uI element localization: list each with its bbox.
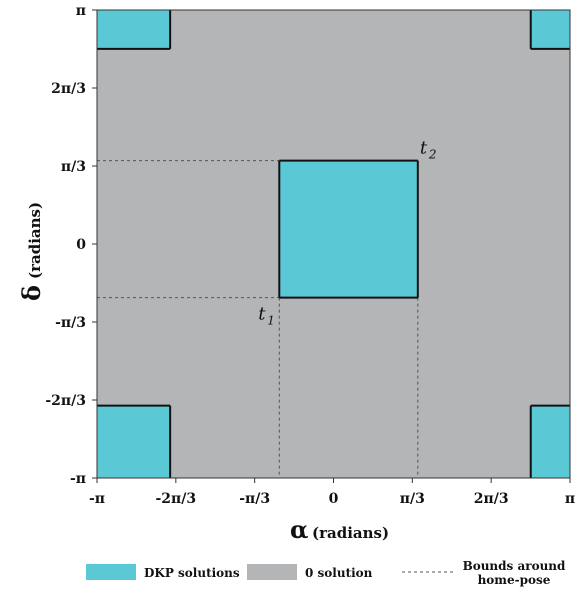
dkp-solution-region: [530, 405, 570, 478]
x-axis-ticks: -π -2π/3 -π/3 0 π/3 2π/3 π: [89, 478, 575, 507]
y-axis-label: δ (radians): [17, 202, 46, 301]
y-axis-unit: (radians): [26, 202, 44, 279]
x-tick-label: 0: [329, 491, 339, 507]
y-tick-label: -π: [70, 471, 86, 487]
x-axis-unit: (radians): [312, 524, 389, 542]
legend-swatch-zero: [247, 564, 297, 580]
y-axis-symbol: δ: [17, 285, 46, 301]
legend-label-bounds: home-pose: [478, 573, 551, 587]
y-tick-label: π/3: [61, 159, 86, 175]
x-tick-label: -2π/3: [156, 491, 197, 507]
dkp-solution-region: [97, 405, 171, 478]
plot-area: t 2t 1: [96, 9, 571, 479]
annotation-t1-label: t: [258, 304, 266, 325]
legend-swatch-dkp: [86, 564, 136, 580]
x-tick-label: -π: [89, 491, 105, 507]
legend: DKP solutions 0 solution Bounds aroundhome…: [86, 559, 566, 587]
x-tick-label: -π/3: [239, 491, 270, 507]
x-tick-label: π: [565, 491, 575, 507]
x-tick-label: 2π/3: [474, 491, 509, 507]
legend-label-zero: 0 solution: [305, 566, 373, 580]
x-axis-symbol: α: [290, 515, 308, 544]
y-tick-label: -π/3: [55, 315, 86, 331]
y-axis-ticks: -π -2π/3 -π/3 0 π/3 2π/3 π: [45, 3, 97, 487]
x-tick-label: π/3: [400, 491, 425, 507]
dkp-solution-region: [279, 160, 418, 298]
annotation-t2-subscript: 2: [428, 148, 437, 162]
annotation-t2-label: t: [420, 138, 428, 159]
dkp-solution-region: [97, 10, 171, 49]
legend-label-bounds: Bounds around: [463, 559, 566, 573]
dkp-solution-region: [530, 10, 570, 49]
annotation-t1-subscript: 1: [267, 314, 275, 328]
y-tick-label: -2π/3: [45, 393, 86, 409]
y-tick-label: π: [76, 3, 86, 19]
y-tick-label: 0: [76, 237, 86, 253]
legend-label-dkp: DKP solutions: [144, 566, 240, 580]
y-tick-label: 2π/3: [51, 81, 86, 97]
